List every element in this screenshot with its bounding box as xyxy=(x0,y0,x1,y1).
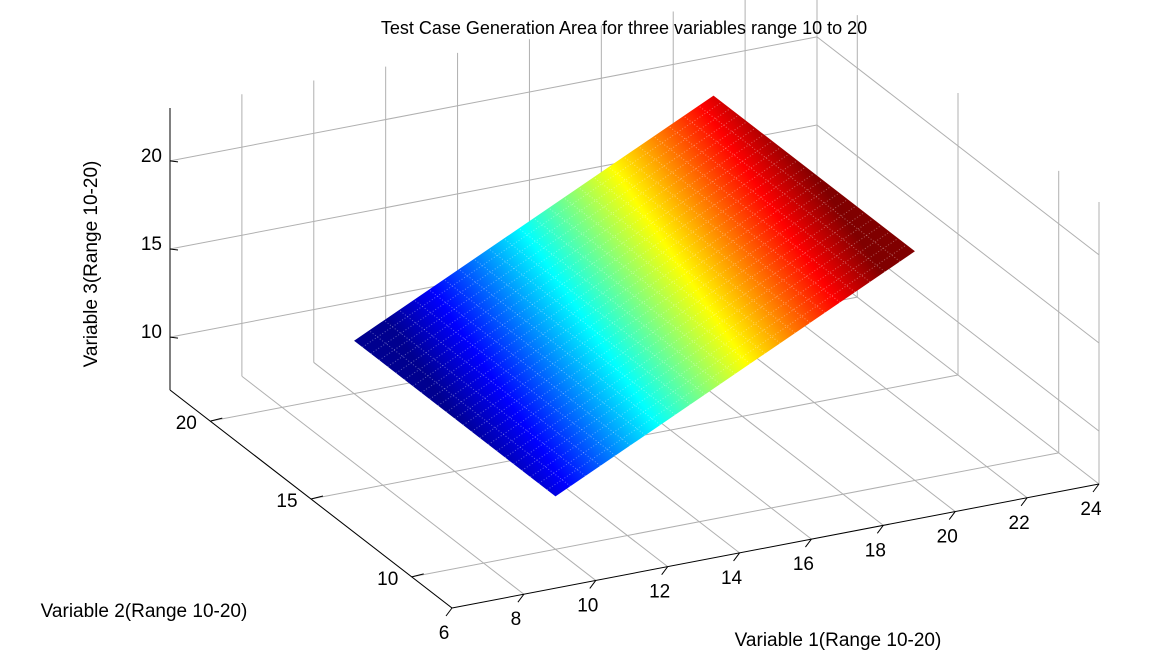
z-tick-label: 10 xyxy=(141,322,162,343)
surface-mesh-line xyxy=(413,299,616,456)
surface-mesh-line xyxy=(503,238,706,395)
surface-mesh-line xyxy=(437,160,798,407)
surface-mesh-line xyxy=(404,134,765,381)
z-tick-mark xyxy=(169,160,179,163)
z-tick-mark xyxy=(169,248,179,251)
surface-mesh-line xyxy=(504,211,865,458)
tick-labels: 6 8 10 12 14 16 18 20 22 24 10 15 20 10 15 20 xyxy=(141,146,1102,644)
surface-mesh-line xyxy=(683,115,886,273)
x-tick-label: 6 xyxy=(439,623,450,644)
surface-mesh-line xyxy=(578,187,781,344)
surface-mesh-line xyxy=(454,173,815,419)
surface-mesh-line xyxy=(546,244,907,491)
surface-mesh-line xyxy=(533,217,736,375)
surface-mesh-line xyxy=(429,153,790,400)
z-gridline-right-wall xyxy=(816,36,1100,256)
surface-mesh-line xyxy=(668,125,871,283)
surface-mesh-line xyxy=(368,330,571,487)
surface-mesh-line xyxy=(383,319,586,477)
surface-mesh-line xyxy=(653,136,856,293)
surface-mesh-line xyxy=(638,146,841,303)
surface-mesh-line xyxy=(471,185,832,432)
x-axis-line xyxy=(451,483,1100,609)
x-tick-label: 14 xyxy=(721,568,743,589)
y-tick-mark xyxy=(310,495,324,500)
x-tick-label: 10 xyxy=(577,595,598,616)
x-tick-mark xyxy=(517,593,525,603)
x-tick-label: 22 xyxy=(1009,513,1030,534)
x-tick-mark xyxy=(1020,497,1028,507)
y-gridline-floor xyxy=(411,452,1059,578)
surface-mesh-line xyxy=(563,197,766,354)
surface-mesh-line xyxy=(387,121,748,368)
surface-mesh-line xyxy=(462,179,823,426)
surface-mesh-line xyxy=(518,227,721,385)
x-tick-mark xyxy=(733,552,740,562)
y-tick-mark xyxy=(210,417,223,422)
z-axis-label: Variable 3(Range 10-20) xyxy=(81,161,102,368)
surface-mesh-line xyxy=(479,192,840,439)
z-gridline-back-wall xyxy=(169,36,818,162)
x-tick-mark xyxy=(445,607,453,617)
x-tick-label: 24 xyxy=(1080,499,1102,520)
x-tick-label: 20 xyxy=(937,527,958,548)
z-tick-mark xyxy=(169,336,179,339)
y-axis-label: Variable 2(Range 10-20) xyxy=(41,601,248,622)
surface-mesh-line xyxy=(488,198,849,445)
x-tick-mark xyxy=(876,525,884,534)
surface-mesh-line xyxy=(443,279,646,436)
surface-mesh-line xyxy=(395,127,756,374)
surface-mesh-line xyxy=(488,248,691,405)
surface-mesh-line xyxy=(446,166,807,413)
surface-patch xyxy=(354,95,915,497)
surface-mesh-line xyxy=(412,140,773,387)
surface-mesh-line xyxy=(398,309,601,467)
x-tick-mark xyxy=(805,538,812,548)
surface-mesh-line xyxy=(530,231,891,478)
surface-mesh-line xyxy=(623,156,826,313)
x-tick-mark xyxy=(661,566,669,575)
surface-mesh-line xyxy=(378,114,739,361)
x-tick-label: 12 xyxy=(649,582,670,603)
surface-mesh-line xyxy=(496,205,857,452)
surface-mesh-line xyxy=(458,268,661,426)
y-tick-mark xyxy=(411,573,424,578)
surface-mesh-line xyxy=(538,237,899,484)
surface-mesh-line xyxy=(548,207,751,365)
y-tick-label: 10 xyxy=(377,569,398,590)
z-gridline-right-wall xyxy=(816,124,1100,344)
surface-mesh-line xyxy=(698,105,901,262)
x-tick-label: 18 xyxy=(865,540,886,561)
chart-title: Test Case Generation Area for three vari… xyxy=(381,18,867,38)
surface-plot xyxy=(354,95,915,497)
surface-mesh-line xyxy=(473,258,676,416)
z-tick-label: 20 xyxy=(141,146,162,167)
surface-mesh-line xyxy=(521,224,882,471)
surface-mesh-line xyxy=(362,101,723,348)
x-tick-mark xyxy=(589,580,597,589)
x-tick-mark xyxy=(948,511,956,520)
z-tick-label: 15 xyxy=(141,234,162,255)
x-tick-label: 16 xyxy=(793,554,814,575)
x-tick-mark xyxy=(1092,483,1100,493)
surface-mesh-line xyxy=(428,289,631,446)
surface-mesh-line xyxy=(420,147,781,394)
surface-mesh-line xyxy=(370,108,731,355)
surface-mesh-line xyxy=(593,176,796,334)
x-axis-label: Variable 1(Range 10-20) xyxy=(735,630,942,651)
y-tick-label: 15 xyxy=(276,491,297,512)
x-tick-label: 8 xyxy=(511,609,522,630)
axes xyxy=(169,108,1100,617)
y-tick-label: 20 xyxy=(176,413,197,434)
surface-mesh-line xyxy=(513,218,874,465)
surface-mesh-line xyxy=(608,166,811,324)
